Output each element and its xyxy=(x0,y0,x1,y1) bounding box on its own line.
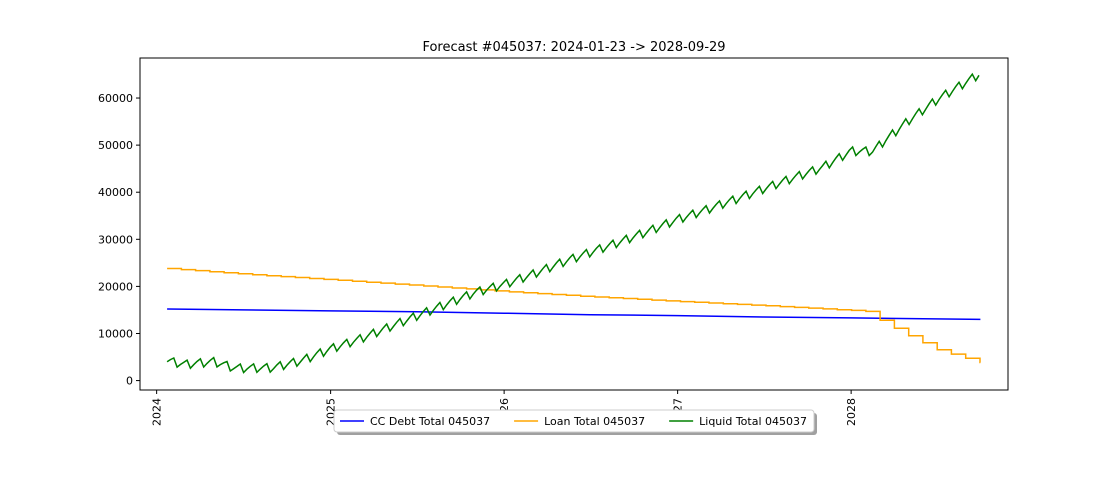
y-tick-label-2: 20000 xyxy=(98,280,133,293)
legend-label-1: Loan Total 045037 xyxy=(544,415,645,428)
series-line-0 xyxy=(167,308,981,321)
series-line-1 xyxy=(167,267,981,364)
legend-label-2: Liquid Total 045037 xyxy=(699,415,807,428)
legend-label-0: CC Debt Total 045037 xyxy=(370,415,490,428)
y-tick-label-3: 30000 xyxy=(98,233,133,246)
series-line-2 xyxy=(166,72,980,374)
y-tick-label-5: 50000 xyxy=(98,139,133,152)
y-tick-label-4: 40000 xyxy=(98,186,133,199)
series-layer xyxy=(166,72,981,374)
y-tick-label-0: 0 xyxy=(126,375,133,388)
legend-box xyxy=(333,409,815,433)
legend: CC Debt Total 045037 Loan Total 045037 Liq… xyxy=(333,409,817,435)
plot-frame xyxy=(139,57,1009,391)
y-tick-label-6: 60000 xyxy=(98,92,133,105)
x-tick-label-0: 2024 xyxy=(151,398,164,426)
chart-title: Forecast #045037: 2024-01-23 -> 2028-09-… xyxy=(422,40,725,55)
y-tick-label-1: 10000 xyxy=(98,327,133,340)
x-tick-label-4: 2028 xyxy=(845,398,858,426)
